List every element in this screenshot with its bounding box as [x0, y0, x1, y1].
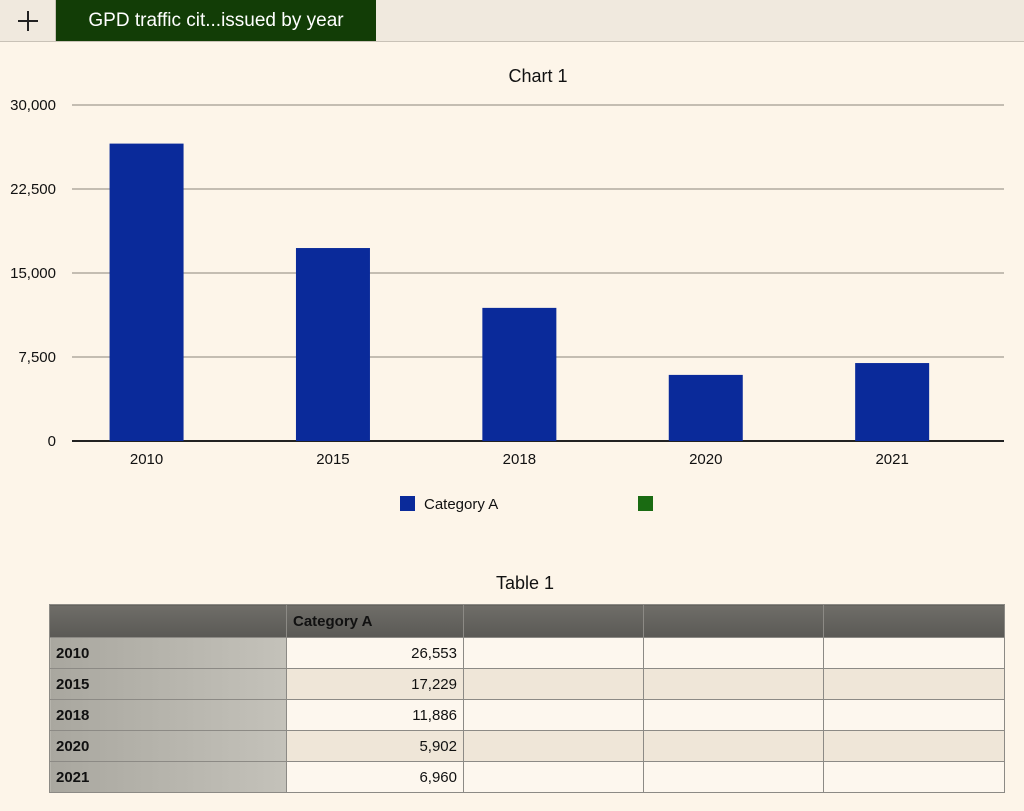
table-title: Table 1: [495, 573, 555, 593]
y-tick-label: 15,000: [10, 265, 56, 282]
table-row: 2010 26,553: [49, 637, 1005, 669]
legend-swatch[interactable]: [400, 496, 415, 511]
y-tick-label: 30,000: [10, 97, 56, 114]
empty-cell[interactable]: [643, 637, 824, 669]
empty-cell[interactable]: [643, 730, 824, 762]
x-tick-label: 2018: [503, 451, 536, 468]
bar[interactable]: [109, 143, 184, 442]
empty-cell[interactable]: [823, 699, 1005, 731]
row-header-cell[interactable]: 2018: [49, 699, 287, 731]
legend-label: Category A: [424, 496, 498, 513]
value-cell[interactable]: 17,229: [286, 668, 464, 700]
x-tick-label: 2020: [689, 451, 722, 468]
y-tick-label: 7,500: [18, 349, 56, 366]
empty-cell[interactable]: [823, 637, 1005, 669]
header-cell-empty[interactable]: [643, 604, 824, 638]
legend-swatch[interactable]: [638, 496, 653, 511]
row-header-cell[interactable]: 2020: [49, 730, 287, 762]
header-cell-empty[interactable]: [463, 604, 644, 638]
bar-chart[interactable]: Chart 1 0 7,500 15,000 22,500 30,000 2010 201…: [0, 55, 1024, 525]
empty-cell[interactable]: [643, 699, 824, 731]
bar[interactable]: [482, 307, 557, 441]
chart-title: Chart 1: [508, 66, 567, 86]
value-cell[interactable]: 11,886: [286, 699, 464, 731]
x-tick-label: 2015: [316, 451, 349, 468]
table-header-row: Category A: [49, 604, 1005, 638]
empty-cell[interactable]: [823, 730, 1005, 762]
bar[interactable]: [668, 374, 743, 441]
row-header-cell[interactable]: 2010: [49, 637, 287, 669]
empty-cell[interactable]: [463, 668, 644, 700]
chart-container[interactable]: Chart 1 0 7,500 15,000 22,500 30,000 2010 201…: [0, 55, 1024, 525]
empty-cell[interactable]: [463, 699, 644, 731]
empty-cell[interactable]: [823, 668, 1005, 700]
y-tick-label: 22,500: [10, 181, 56, 198]
table-row: 2018 11,886: [49, 699, 1005, 731]
sheet-tab-bar: GPD traffic cit...issued by year: [0, 0, 1024, 42]
value-cell[interactable]: 26,553: [286, 637, 464, 669]
y-tick-label: 0: [48, 433, 56, 450]
bar[interactable]: [295, 248, 370, 441]
empty-cell[interactable]: [643, 761, 824, 793]
sheet-tab-active[interactable]: GPD traffic cit...issued by year: [56, 0, 376, 41]
header-cell-corner[interactable]: [49, 604, 287, 638]
value-cell[interactable]: 5,902: [286, 730, 464, 762]
header-cell-empty[interactable]: [823, 604, 1005, 638]
empty-cell[interactable]: [643, 668, 824, 700]
table-row: 2020 5,902: [49, 730, 1005, 762]
empty-cell[interactable]: [463, 730, 644, 762]
header-cell-category-a[interactable]: Category A: [286, 604, 464, 638]
table-row: 2021 6,960: [49, 761, 1005, 793]
add-sheet-button[interactable]: [0, 0, 56, 41]
bar[interactable]: [855, 363, 930, 441]
table-row: 2015 17,229: [49, 668, 1005, 700]
data-table[interactable]: Category A 2010 26,553 2015 17,229 2018 …: [49, 604, 1005, 793]
row-header-cell[interactable]: 2021: [49, 761, 287, 793]
plus-icon: [17, 10, 38, 31]
empty-cell[interactable]: [463, 761, 644, 793]
x-tick-label: 2021: [875, 451, 908, 468]
empty-cell[interactable]: [823, 761, 1005, 793]
row-header-cell[interactable]: 2015: [49, 668, 287, 700]
value-cell[interactable]: 6,960: [286, 761, 464, 793]
x-tick-label: 2010: [130, 451, 163, 468]
empty-cell[interactable]: [463, 637, 644, 669]
